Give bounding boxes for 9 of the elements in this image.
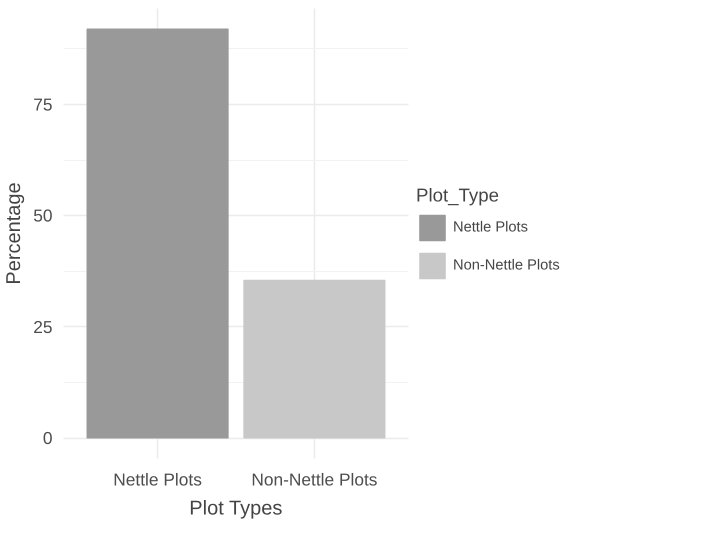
x-axis-title: Plot Types: [189, 498, 282, 520]
legend-title: Plot_Type: [416, 184, 500, 206]
y-tick-label: 0: [42, 428, 53, 448]
legend-label: Nettle Plots: [453, 218, 528, 238]
legend-label: Non-Nettle Plots: [453, 256, 560, 276]
y-tick-label: 25: [33, 316, 53, 337]
y-tick-label: 50: [33, 206, 53, 226]
y-tick-label: 75: [33, 94, 53, 115]
y-axis-title: Percentage: [3, 182, 26, 285]
